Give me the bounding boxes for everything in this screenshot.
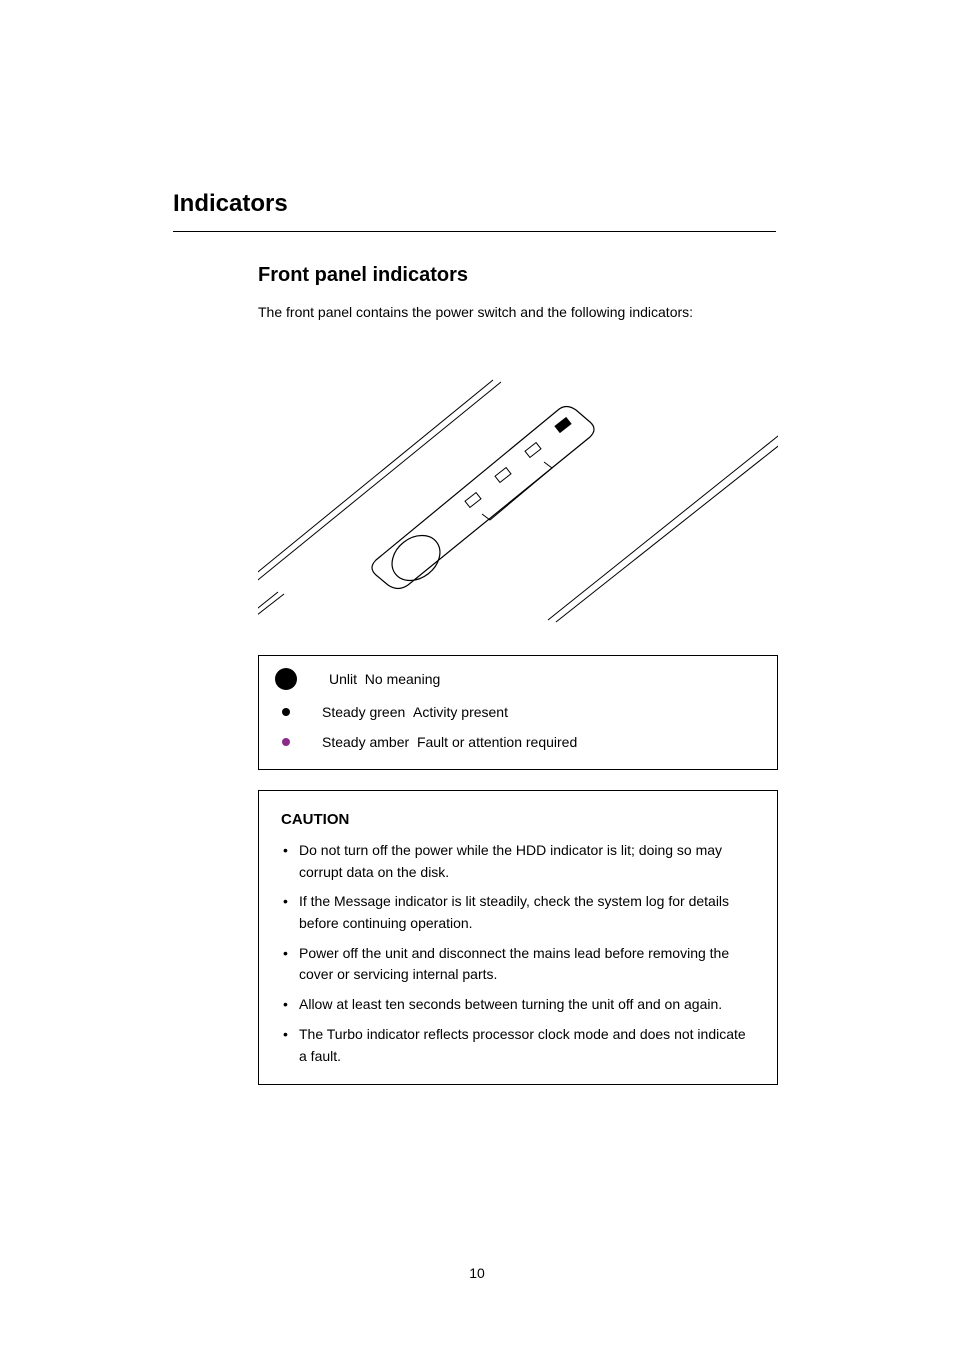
caution-item: Allow at least ten seconds between turni… — [281, 994, 755, 1016]
section-title: Indicators — [173, 190, 288, 218]
legend-label-unlit: Unlit No meaning — [329, 671, 440, 687]
caution-heading: CAUTION — [281, 811, 755, 828]
caution-item: Power off the unit and disconnect the ma… — [281, 943, 755, 986]
caution-item: The Turbo indicator reflects processor c… — [281, 1024, 755, 1067]
intro-paragraph: The front panel contains the power switc… — [258, 302, 778, 323]
legend-row-unlit: Unlit No meaning — [275, 668, 440, 690]
legend-dot-green-icon — [282, 708, 290, 716]
legend-row-amber: Steady amber Fault or attention required — [275, 734, 577, 750]
caution-list: Do not turn off the power while the HDD … — [281, 840, 755, 1067]
legend-dot-amber-icon — [282, 738, 290, 746]
legend-row-green: Steady green Activity present — [275, 704, 508, 720]
page: Indicators Front panel indicators The fr… — [0, 0, 954, 1351]
title-rule — [173, 231, 776, 232]
caution-item: Do not turn off the power while the HDD … — [281, 840, 755, 883]
bezel-diagram — [258, 370, 778, 625]
subtitle: Front panel indicators — [258, 264, 468, 287]
caution-item: If the Message indicator is lit steadily… — [281, 891, 755, 934]
legend-box: Unlit No meaning Steady green Activity p… — [258, 655, 778, 770]
legend-label-green: Steady green Activity present — [322, 704, 508, 720]
caution-box: CAUTION Do not turn off the power while … — [258, 790, 778, 1085]
legend-dot-unlit-icon — [275, 668, 297, 690]
legend-label-amber: Steady amber Fault or attention required — [322, 734, 577, 750]
page-number: 10 — [0, 1265, 954, 1281]
